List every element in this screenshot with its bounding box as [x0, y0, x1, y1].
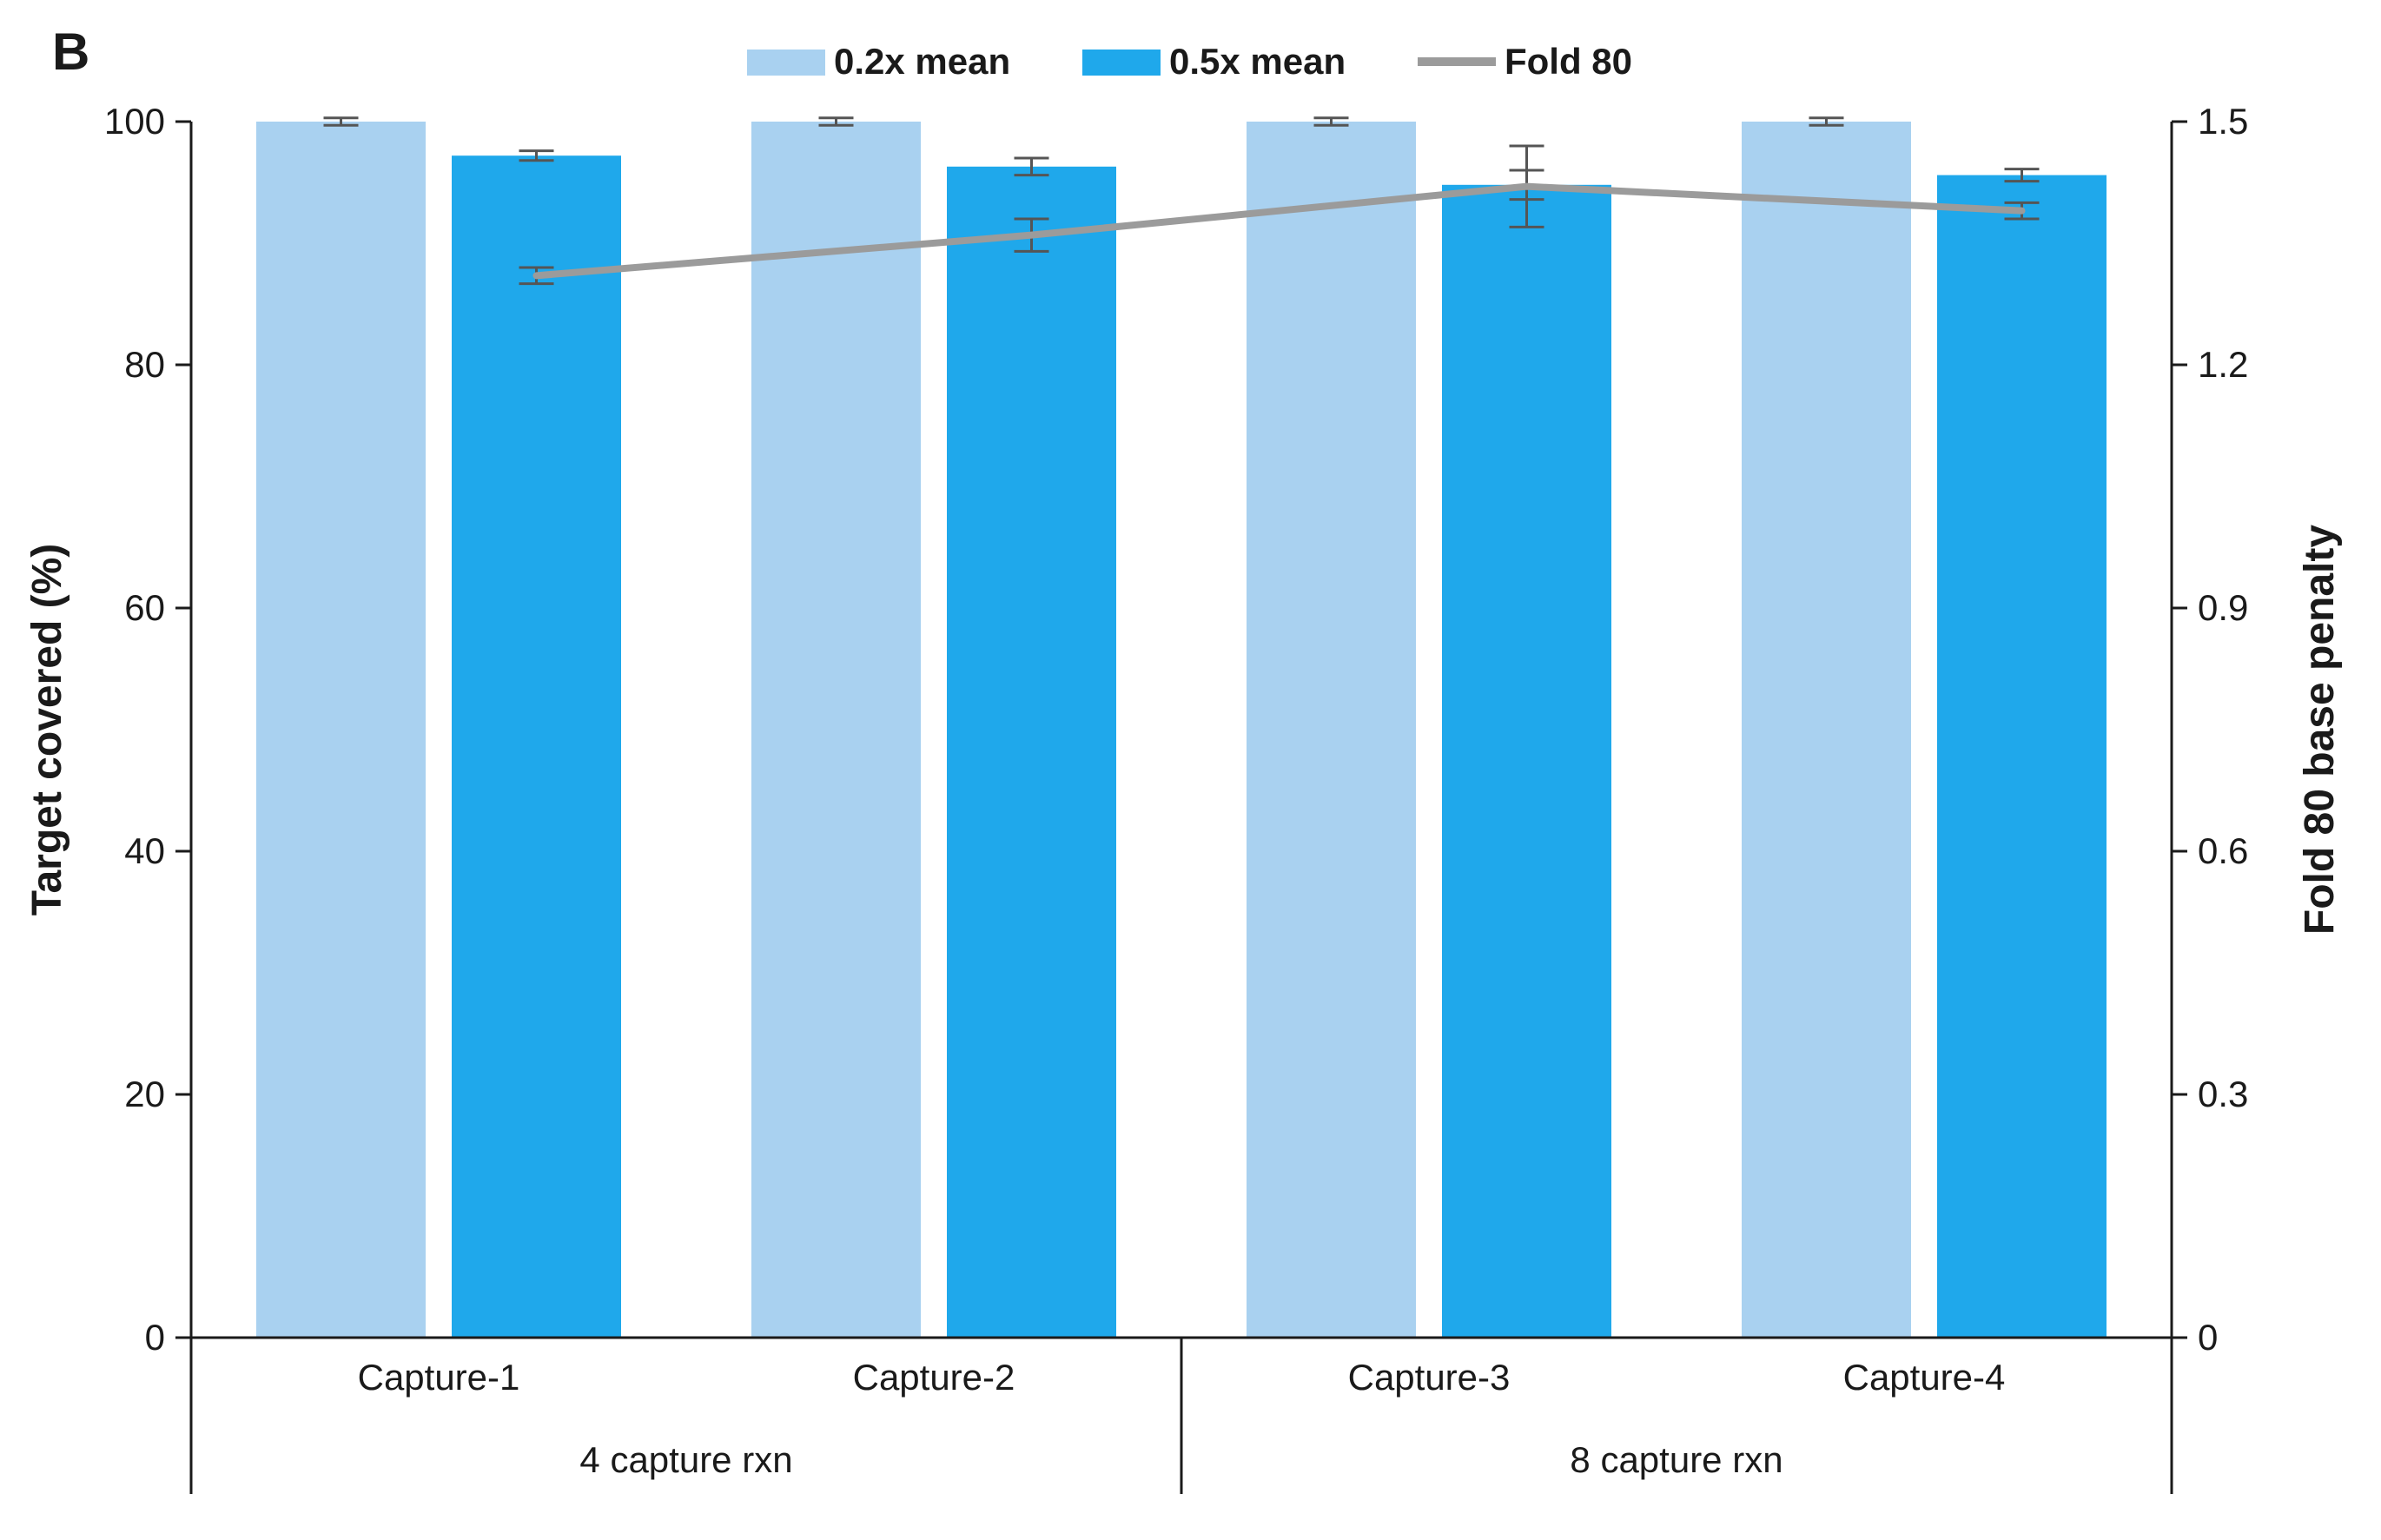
group-label: 4 capture rxn	[579, 1439, 792, 1480]
legend-swatch	[747, 50, 825, 76]
ytick-label-left: 100	[104, 101, 165, 142]
bar	[1442, 185, 1611, 1338]
bar	[256, 122, 426, 1338]
group-label: 8 capture rxn	[1570, 1439, 1782, 1480]
ytick-label-left: 40	[124, 830, 165, 871]
ytick-label-right: 0.6	[2198, 830, 2248, 871]
bar	[751, 122, 921, 1338]
chart-svg: B 0 20 40 60 80 100 0 0.3 0.6 0.9 1.2 1.5 Target cove…	[0, 0, 2381, 1540]
y-axis-left-label: Target covered (%)	[24, 544, 70, 916]
bar	[452, 155, 621, 1338]
bar	[1247, 122, 1416, 1338]
bar	[1742, 122, 1911, 1338]
ytick-label-left: 20	[124, 1074, 165, 1114]
ytick-label-left: 60	[124, 587, 165, 628]
y-axis-right-label: Fold 80 base penalty	[2297, 525, 2343, 935]
legend-swatch	[1082, 50, 1161, 76]
ytick-label-right: 0	[2198, 1317, 2218, 1358]
ytick-label-left: 0	[145, 1317, 165, 1358]
ytick-label-right: 1.5	[2198, 101, 2248, 142]
ytick-label-right: 0.9	[2198, 587, 2248, 628]
figure-root: B 0 20 40 60 80 100 0 0.3 0.6 0.9 1.2 1.5 Target cove…	[0, 0, 2381, 1540]
category-label: Capture-1	[358, 1357, 520, 1398]
category-label: Capture-4	[1843, 1357, 2006, 1398]
category-label: Capture-3	[1348, 1357, 1511, 1398]
legend-label: 0.2x mean	[834, 41, 1010, 82]
legend-label: 0.5x mean	[1169, 41, 1346, 82]
ytick-label-right: 0.3	[2198, 1074, 2248, 1114]
bar	[1937, 175, 2107, 1338]
legend-label: Fold 80	[1505, 41, 1632, 82]
ytick-label-right: 1.2	[2198, 344, 2248, 385]
category-label: Capture-2	[853, 1357, 1015, 1398]
panel-label: B	[52, 23, 89, 81]
ytick-label-left: 80	[124, 344, 165, 385]
bar	[947, 167, 1116, 1338]
